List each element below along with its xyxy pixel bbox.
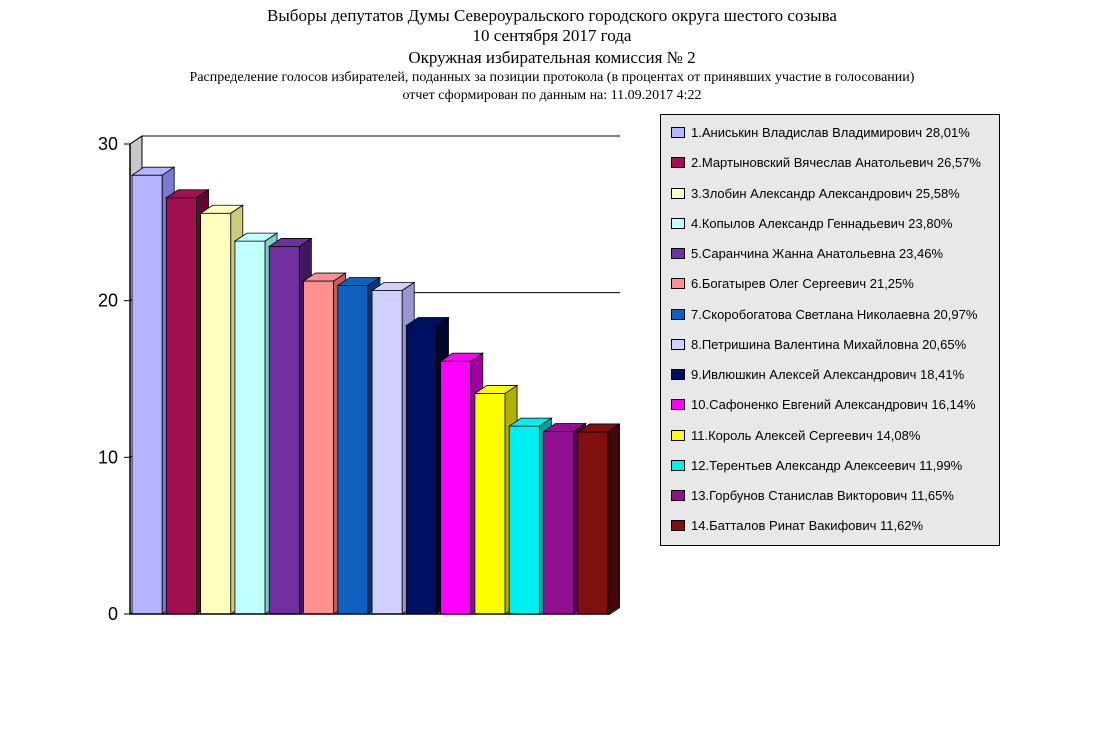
legend-swatch [671,248,685,259]
legend-label: 9.Ивлюшкин Алексей Александрович 18,41% [691,367,964,383]
legend-swatch [671,278,685,289]
legend-item: 1.Аниськин Владислав Владимирович 28,01% [671,125,987,141]
legend-label: 3.Злобин Александр Александрович 25,58% [691,186,960,202]
bar-front [372,290,402,614]
legend-swatch [671,369,685,380]
bar-front [201,213,231,614]
legend-item: 14.Батталов Ринат Вакифович 11,62% [671,518,987,534]
legend-label: 10.Сафоненко Евгений Александрович 16,14… [691,397,976,413]
legend-label: 8.Петришина Валентина Михайловна 20,65% [691,337,966,353]
legend-swatch [671,218,685,229]
legend-item: 4.Копылов Александр Геннадьевич 23,80% [671,216,987,232]
title-line-2: 10 сентября 2017 года [20,26,1084,46]
legend-label: 7.Скоробогатова Светлана Николаевна 20,9… [691,307,977,323]
subtitle: Распределение голосов избирателей, подан… [20,70,1084,86]
legend-item: 9.Ивлюшкин Алексей Александрович 18,41% [671,367,987,383]
legend-swatch [671,399,685,410]
legend-label: 1.Аниськин Владислав Владимирович 28,01% [691,125,970,141]
svg-text:10: 10 [98,447,118,467]
legend-swatch [671,157,685,168]
legend-label: 6.Богатырев Олег Сергеевич 21,25% [691,276,914,292]
bar-front [132,175,162,614]
bar-front [166,198,196,614]
legend-swatch [671,309,685,320]
bar-chart: 0 10 20 30 [60,114,620,659]
legend-item: 3.Злобин Александр Александрович 25,58% [671,186,987,202]
legend-item: 2.Мартыновский Вячеслав Анатольевич 26,5… [671,155,987,171]
title-line-3: Окружная избирательная комиссия № 2 [20,48,1084,68]
legend-item: 6.Богатырев Олег Сергеевич 21,25% [671,276,987,292]
bar-front [338,285,368,614]
chart-svg: 0 10 20 30 [60,114,620,654]
legend-label: 2.Мартыновский Вячеслав Анатольевич 26,5… [691,155,981,171]
legend-item: 8.Петришина Валентина Михайловна 20,65% [671,337,987,353]
legend-label: 4.Копылов Александр Геннадьевич 23,80% [691,216,952,232]
legend-swatch [671,430,685,441]
bar-side [608,424,620,614]
legend-label: 13.Горбунов Станислав Викторович 11,65% [691,488,954,504]
svg-text:30: 30 [98,134,118,154]
legend-item: 7.Скоробогатова Светлана Николаевна 20,9… [671,307,987,323]
legend-item: 10.Сафоненко Евгений Александрович 16,14… [671,397,987,413]
bar-front [475,393,505,614]
title-line-1: Выборы депутатов Думы Североуральского г… [20,6,1084,26]
content-row: 0 10 20 30 1.Аниськин Владислав Владимирови… [0,104,1104,679]
legend-swatch [671,339,685,350]
legend-item: 5.Саранчина Жанна Анатольевна 23,46% [671,246,987,262]
legend-item: 11.Король Алексей Сергеевич 14,08% [671,428,987,444]
bar-front [543,431,573,614]
bar-front [441,361,471,614]
legend-swatch [671,188,685,199]
legend-item: 13.Горбунов Станислав Викторович 11,65% [671,488,987,504]
legend-swatch [671,490,685,501]
bar-front [269,246,299,614]
chart-header: Выборы депутатов Думы Североуральского г… [0,0,1104,104]
svg-text:0: 0 [108,604,118,624]
bar-front [578,432,608,614]
bar-front [406,326,436,614]
legend-swatch [671,460,685,471]
legend-swatch [671,127,685,138]
svg-text:20: 20 [98,291,118,311]
bar-front [235,241,265,614]
legend-label: 11.Король Алексей Сергеевич 14,08% [691,428,920,444]
timestamp: отчет сформирован по данным на: 11.09.20… [20,88,1084,104]
legend: 1.Аниськин Владислав Владимирович 28,01%… [660,114,1000,546]
legend-label: 5.Саранчина Жанна Анатольевна 23,46% [691,246,943,262]
legend-swatch [671,520,685,531]
bar-front [303,281,333,614]
legend-label: 12.Терентьев Александр Алексеевич 11,99% [691,458,962,474]
bar-front [509,426,539,614]
legend-item: 12.Терентьев Александр Алексеевич 11,99% [671,458,987,474]
legend-label: 14.Батталов Ринат Вакифович 11,62% [691,518,923,534]
